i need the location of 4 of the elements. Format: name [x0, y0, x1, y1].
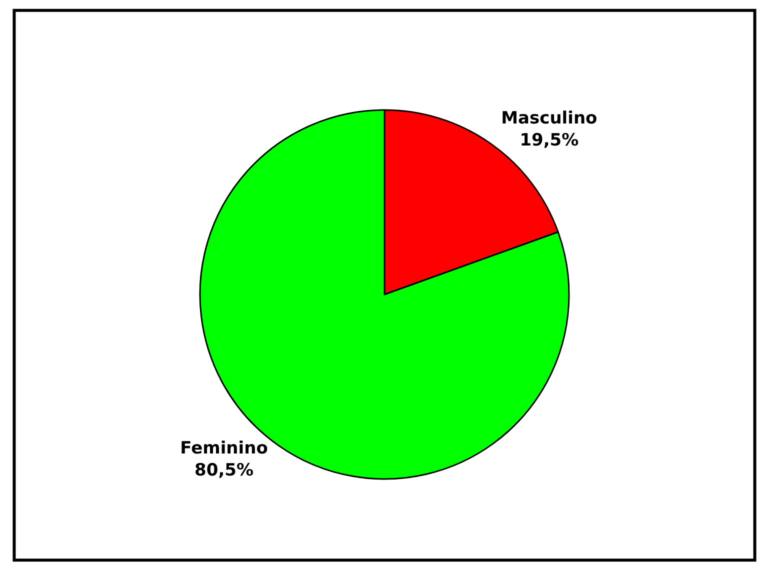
slice-label: Feminino: [180, 438, 268, 458]
slice-label: Masculino: [501, 108, 598, 128]
data-label: 80,5%: [194, 460, 254, 481]
data-label: 19,5%: [520, 130, 579, 151]
